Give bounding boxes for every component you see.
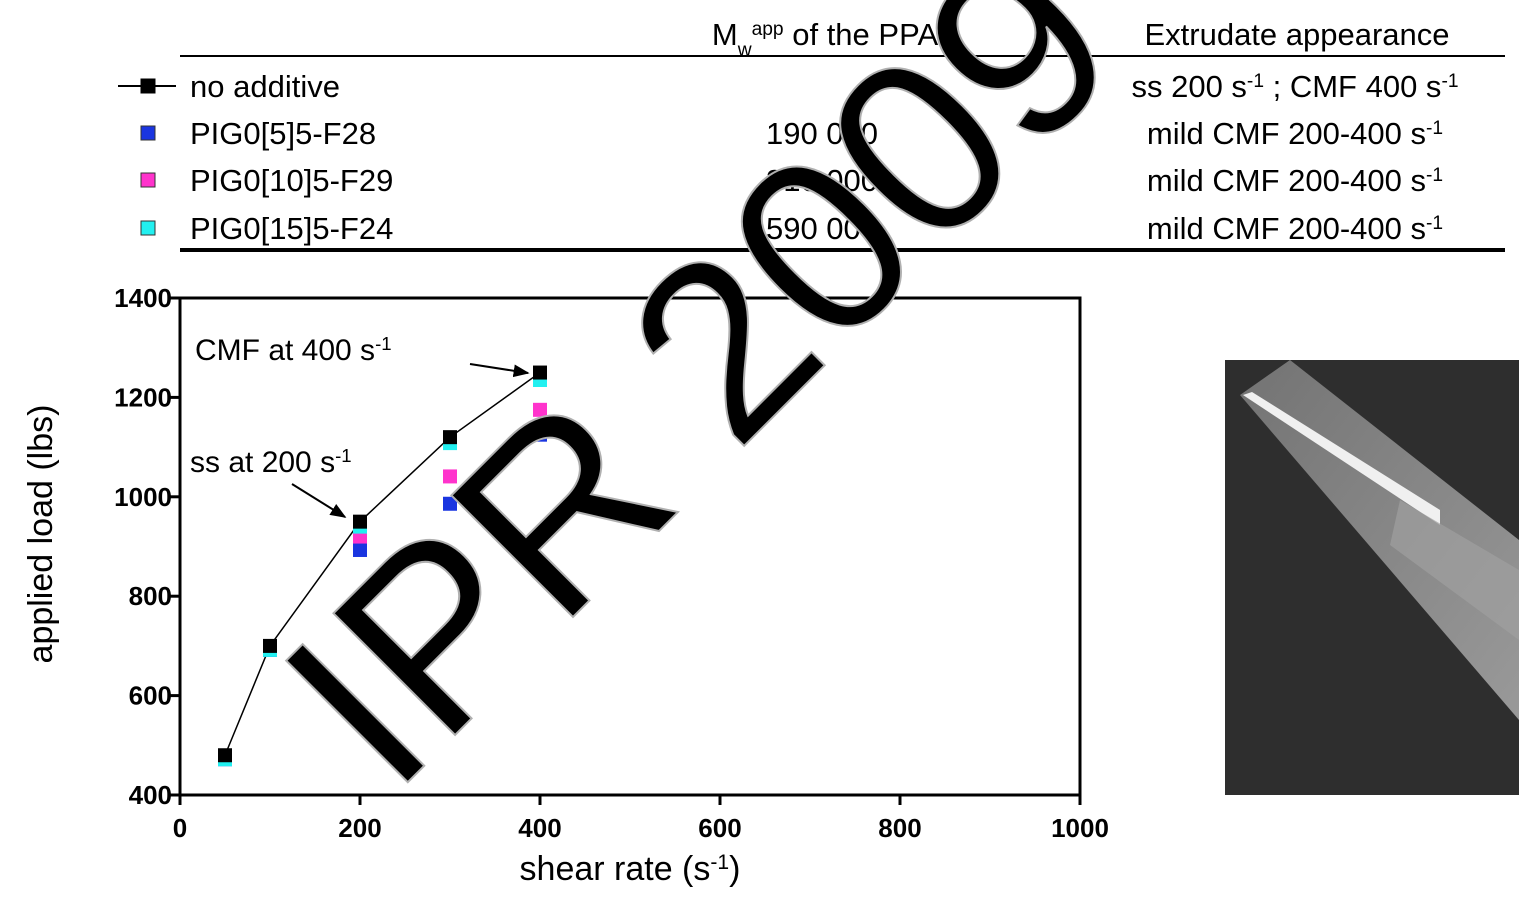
photo — [1225, 360, 1519, 795]
text-part: M — [712, 17, 738, 52]
legend-label: no additive — [190, 69, 340, 104]
text-part: ; CMF 400 s — [1264, 69, 1441, 104]
text-part: -1 — [1441, 71, 1458, 92]
x-axis-title: shear rate (s-1) — [520, 850, 741, 888]
x-tick-label: 1000 — [1051, 813, 1109, 843]
text-part: -1 — [1247, 71, 1264, 92]
marker — [533, 365, 547, 380]
marker — [443, 469, 457, 484]
table-cell: ss 200 s-1 ; CMF 400 s-1 — [1131, 69, 1458, 104]
marker — [533, 427, 547, 442]
text-part: mild CMF 200-400 s — [1147, 211, 1426, 246]
table-cell: mild CMF 200-400 s-1 — [1147, 116, 1443, 151]
text-part: -1 — [1426, 213, 1443, 234]
arrow — [469, 363, 530, 378]
legend-marker — [140, 125, 156, 141]
x-tick-label: 200 — [338, 813, 381, 843]
table-header: Mwapp of the PPA — [712, 17, 939, 61]
table-cell: mild CMF 200-400 s-1 — [1147, 211, 1443, 246]
arrow — [291, 483, 347, 518]
table-cell: 310 000 — [766, 163, 878, 198]
annotation: ss at 200 s-1 — [190, 445, 352, 480]
text-part: ) — [729, 850, 740, 888]
table-cell: 190 000 — [766, 116, 878, 151]
y-tick-label: 1000 — [114, 482, 172, 512]
y-tick-label: 400 — [129, 780, 172, 810]
marker — [533, 402, 547, 417]
legend-label: PIG0[15]5-F24 — [190, 211, 393, 246]
marker — [263, 638, 277, 653]
text-part: -1 — [335, 445, 352, 466]
legend-marker — [140, 220, 156, 236]
text-part: ss at 200 s — [190, 446, 335, 479]
legend-label: PIG0[5]5-F28 — [190, 116, 376, 151]
text-part: shear rate (s — [520, 850, 711, 888]
y-tick-label: 1200 — [114, 382, 172, 412]
marker — [353, 542, 367, 557]
legend-marker — [140, 172, 156, 188]
x-tick-label: 600 — [698, 813, 741, 843]
text-part: mild CMF 200-400 s — [1147, 116, 1426, 151]
x-tick-label: 0 — [173, 813, 187, 843]
legend-marker — [140, 78, 156, 94]
legend-label: PIG0[10]5-F29 — [190, 163, 393, 198]
y-axis-title: applied load (lbs) — [22, 405, 60, 664]
y-tick-label: 1400 — [114, 283, 172, 313]
y-tick-label: 600 — [129, 681, 172, 711]
text-part: ss 200 s — [1131, 69, 1246, 104]
text-part: w — [737, 40, 752, 61]
text-part: mild CMF 200-400 s — [1147, 163, 1426, 198]
marker — [353, 514, 367, 529]
text-part: app — [752, 19, 784, 40]
text-part: -1 — [1426, 118, 1443, 139]
table-header: Extrudate appearance — [1144, 17, 1449, 52]
marker — [443, 496, 457, 511]
plot-frame — [178, 296, 1082, 797]
text-part: of the PPA — [784, 17, 939, 52]
text-part: -1 — [710, 851, 729, 874]
x-tick-label: 400 — [518, 813, 561, 843]
table-cell: 590 000 — [766, 211, 878, 246]
text-part: CMF at 400 s — [195, 334, 375, 367]
x-tick-label: 800 — [878, 813, 921, 843]
y-tick-label: 800 — [129, 581, 172, 611]
text-part: -1 — [1426, 165, 1443, 186]
marker — [443, 430, 457, 445]
marker — [218, 748, 232, 763]
text-part: -1 — [375, 333, 392, 354]
annotation: CMF at 400 s-1 — [195, 333, 392, 368]
text-part: Extrudate appearance — [1144, 17, 1449, 52]
table-cell: mild CMF 200-400 s-1 — [1147, 163, 1443, 198]
